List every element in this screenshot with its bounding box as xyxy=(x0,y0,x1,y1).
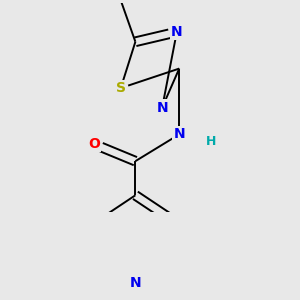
Text: H: H xyxy=(206,135,216,148)
Text: N: N xyxy=(171,25,183,39)
Text: H: H xyxy=(206,135,216,148)
Text: N: N xyxy=(130,276,141,290)
Text: N: N xyxy=(173,128,185,141)
Text: S: S xyxy=(116,81,126,95)
Text: N: N xyxy=(156,100,168,115)
Text: O: O xyxy=(88,137,100,151)
